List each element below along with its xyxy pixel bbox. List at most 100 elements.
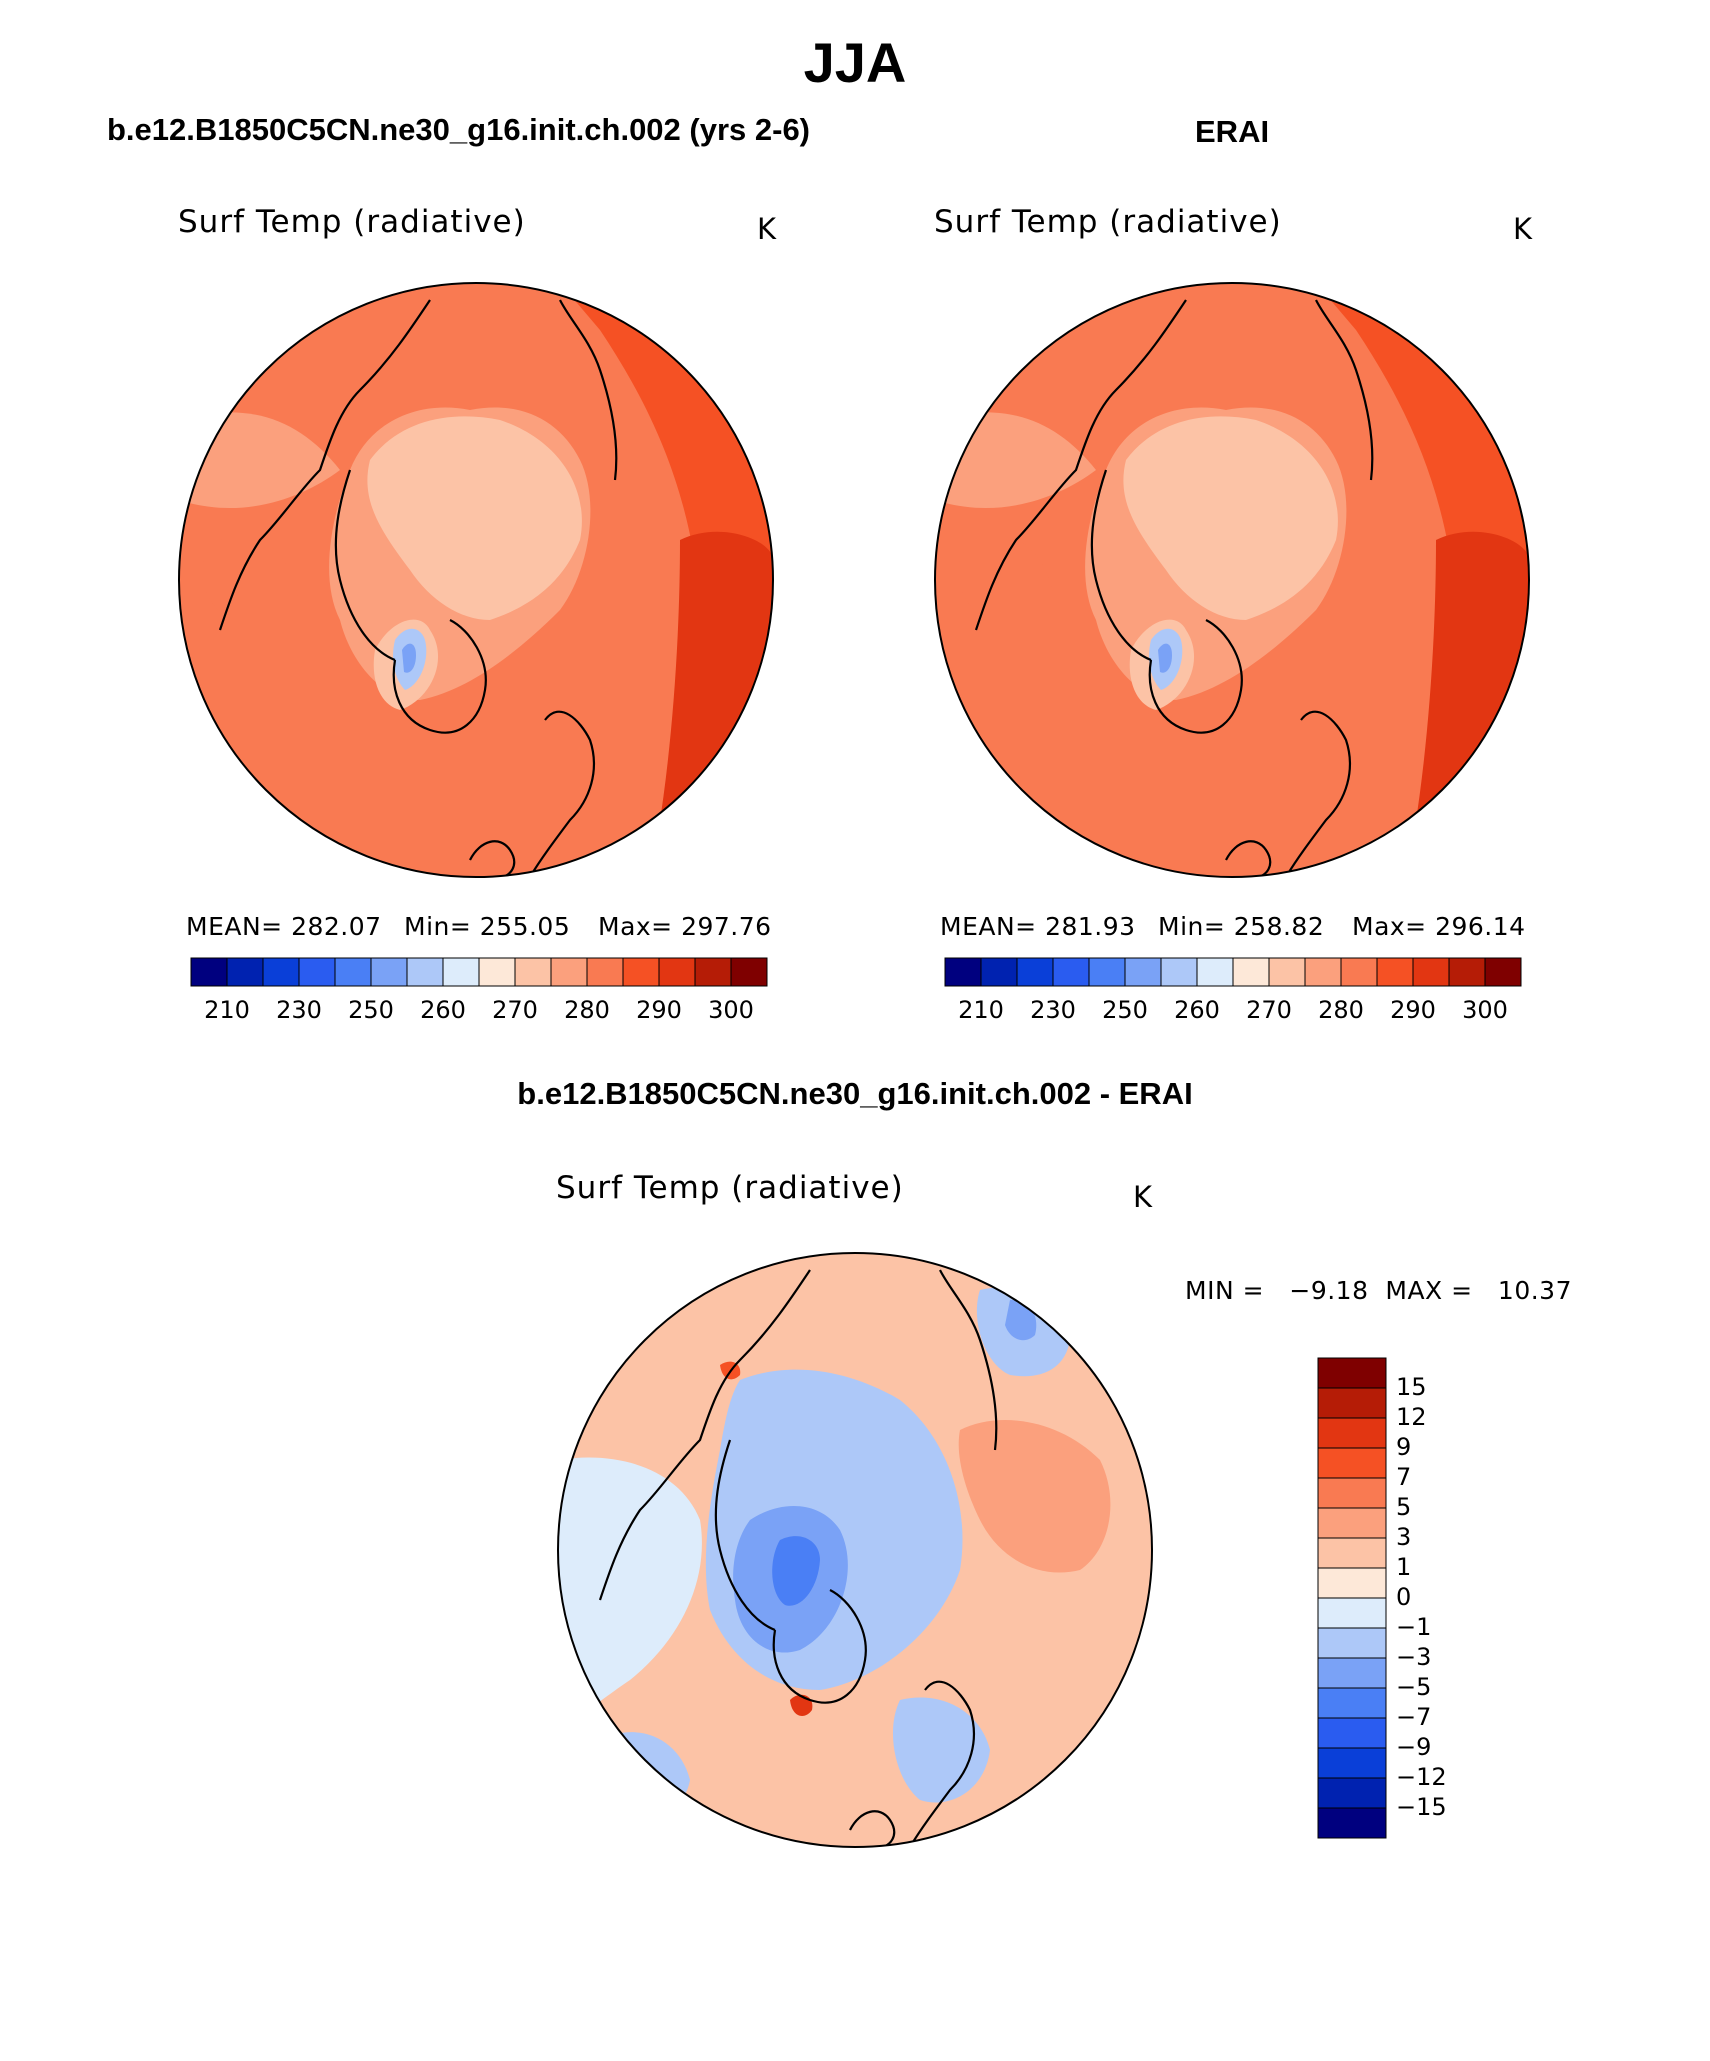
model-colorbar-swatch: [550, 957, 588, 987]
diff-variable-label: Surf Temp (radiative): [556, 1170, 904, 1206]
diff-colorbar-tick-label: 3: [1396, 1523, 1412, 1551]
obs-colorbar-swatch: [1016, 957, 1054, 987]
obs-colorbar-swatch: [1484, 957, 1522, 987]
model-colorbar-swatch: [514, 957, 552, 987]
obs-colorbar: [944, 957, 1522, 987]
model-panel-title: b.e12.B1850C5CN.ne30_g16.init.ch.002 (yr…: [107, 112, 811, 147]
obs-variable-label: Surf Temp (radiative): [934, 204, 1282, 240]
obs-colorbar-swatch: [1052, 957, 1090, 987]
diff-colorbar-tick-label: 1: [1396, 1553, 1412, 1581]
obs-colorbar-tick-label: 250: [1102, 996, 1148, 1024]
diff-colorbar-swatch: [1317, 1537, 1387, 1569]
diff-colorbar-tick-label: 7: [1396, 1463, 1412, 1491]
diff-map: [557, 1252, 1153, 1848]
diff-colorbar-tick-label: 0: [1396, 1583, 1412, 1611]
diff-minmax-stat: MIN = −9.18 MAX = 10.37: [1185, 1276, 1572, 1305]
model-colorbar-tick-label: 300: [708, 996, 754, 1024]
diff-colorbar-tick-label: −7: [1396, 1703, 1432, 1731]
diff-colorbar-swatch: [1317, 1387, 1387, 1419]
obs-colorbar-swatch: [1304, 957, 1342, 987]
obs-colorbar-swatch: [1340, 957, 1378, 987]
diff-colorbar-tick-label: −3: [1396, 1643, 1432, 1671]
model-colorbar-swatch: [370, 957, 408, 987]
diff-colorbar-tick-label: 15: [1396, 1373, 1427, 1401]
obs-colorbar-swatch: [1160, 957, 1198, 987]
diff-colorbar-swatch: [1317, 1717, 1387, 1749]
model-mean-stat: MEAN= 282.07: [186, 912, 382, 941]
model-colorbar-swatch: [262, 957, 300, 987]
obs-colorbar-tick-label: 210: [958, 996, 1004, 1024]
model-colorbar-tick-label: 210: [204, 996, 250, 1024]
diff-units-label: K: [1133, 1180, 1153, 1214]
obs-colorbar-tick-label: 280: [1318, 996, 1364, 1024]
obs-colorbar-swatch: [1124, 957, 1162, 987]
model-colorbar-swatch: [190, 957, 228, 987]
diff-colorbar-tick-label: −15: [1396, 1793, 1447, 1821]
model-units-label: K: [757, 212, 777, 246]
diff-colorbar-swatch: [1317, 1747, 1387, 1779]
diff-colorbar-swatch: [1317, 1567, 1387, 1599]
diff-colorbar-swatch: [1317, 1657, 1387, 1689]
figure-title: JJA: [803, 31, 907, 94]
model-colorbar-tick-label: 260: [420, 996, 466, 1024]
obs-colorbar-swatch: [980, 957, 1018, 987]
diff-colorbar-swatch: [1317, 1447, 1387, 1479]
diff-colorbar-swatch: [1317, 1417, 1387, 1449]
diff-colorbar-swatch: [1317, 1477, 1387, 1509]
model-colorbar-tick-label: 290: [636, 996, 682, 1024]
obs-colorbar-tick-label: 230: [1030, 996, 1076, 1024]
obs-colorbar-swatch: [1196, 957, 1234, 987]
model-colorbar-swatch: [226, 957, 264, 987]
model-colorbar-tick-label: 230: [276, 996, 322, 1024]
model-colorbar-swatch: [658, 957, 696, 987]
obs-units-label: K: [1513, 212, 1533, 246]
diff-panel-title: b.e12.B1850C5CN.ne30_g16.init.ch.002 - E…: [517, 1076, 1193, 1111]
model-min-stat: Min= 255.05: [404, 912, 571, 941]
diff-colorbar-swatch: [1317, 1777, 1387, 1809]
obs-colorbar-swatch: [1412, 957, 1450, 987]
diff-colorbar-tick-label: −1: [1396, 1613, 1432, 1641]
diff-colorbar-swatch: [1317, 1627, 1387, 1659]
obs-map: [934, 282, 1530, 878]
model-colorbar: [190, 957, 768, 987]
obs-colorbar-swatch: [1268, 957, 1306, 987]
diff-colorbar-swatch: [1317, 1687, 1387, 1719]
model-max-stat: Max= 297.76: [598, 912, 772, 941]
obs-colorbar-tick-label: 300: [1462, 996, 1508, 1024]
diff-colorbar: [1317, 1357, 1387, 1839]
model-colorbar-swatch: [694, 957, 732, 987]
diff-colorbar-swatch: [1317, 1507, 1387, 1539]
diff-colorbar-tick-label: −5: [1396, 1673, 1432, 1701]
obs-max-stat: Max= 296.14: [1352, 912, 1526, 941]
obs-colorbar-swatch: [1088, 957, 1126, 987]
obs-colorbar-swatch: [1232, 957, 1270, 987]
model-colorbar-swatch: [730, 957, 768, 987]
diff-colorbar-swatch: [1317, 1597, 1387, 1629]
model-colorbar-swatch: [442, 957, 480, 987]
obs-colorbar-tick-label: 260: [1174, 996, 1220, 1024]
diff-colorbar-tick-label: 9: [1396, 1433, 1412, 1461]
model-colorbar-tick-label: 250: [348, 996, 394, 1024]
diff-colorbar-tick-label: −9: [1396, 1733, 1432, 1761]
diff-colorbar-swatch: [1317, 1807, 1387, 1839]
obs-colorbar-swatch: [1376, 957, 1414, 987]
diff-colorbar-tick-label: −12: [1396, 1763, 1447, 1791]
diff-colorbar-tick-label: 5: [1396, 1493, 1412, 1521]
diff-colorbar-swatch: [1317, 1357, 1387, 1389]
model-colorbar-swatch: [298, 957, 336, 987]
model-colorbar-swatch: [622, 957, 660, 987]
obs-mean-stat: MEAN= 281.93: [940, 912, 1136, 941]
obs-colorbar-tick-label: 290: [1390, 996, 1436, 1024]
model-colorbar-swatch: [406, 957, 444, 987]
model-map: [178, 282, 774, 878]
obs-colorbar-swatch: [1448, 957, 1486, 987]
obs-panel-title: ERAI: [1195, 114, 1270, 149]
obs-colorbar-swatch: [944, 957, 982, 987]
model-colorbar-tick-label: 280: [564, 996, 610, 1024]
model-colorbar-swatch: [334, 957, 372, 987]
model-colorbar-swatch: [478, 957, 516, 987]
model-variable-label: Surf Temp (radiative): [178, 204, 526, 240]
diff-colorbar-tick-label: 12: [1396, 1403, 1427, 1431]
model-colorbar-tick-label: 270: [492, 996, 538, 1024]
